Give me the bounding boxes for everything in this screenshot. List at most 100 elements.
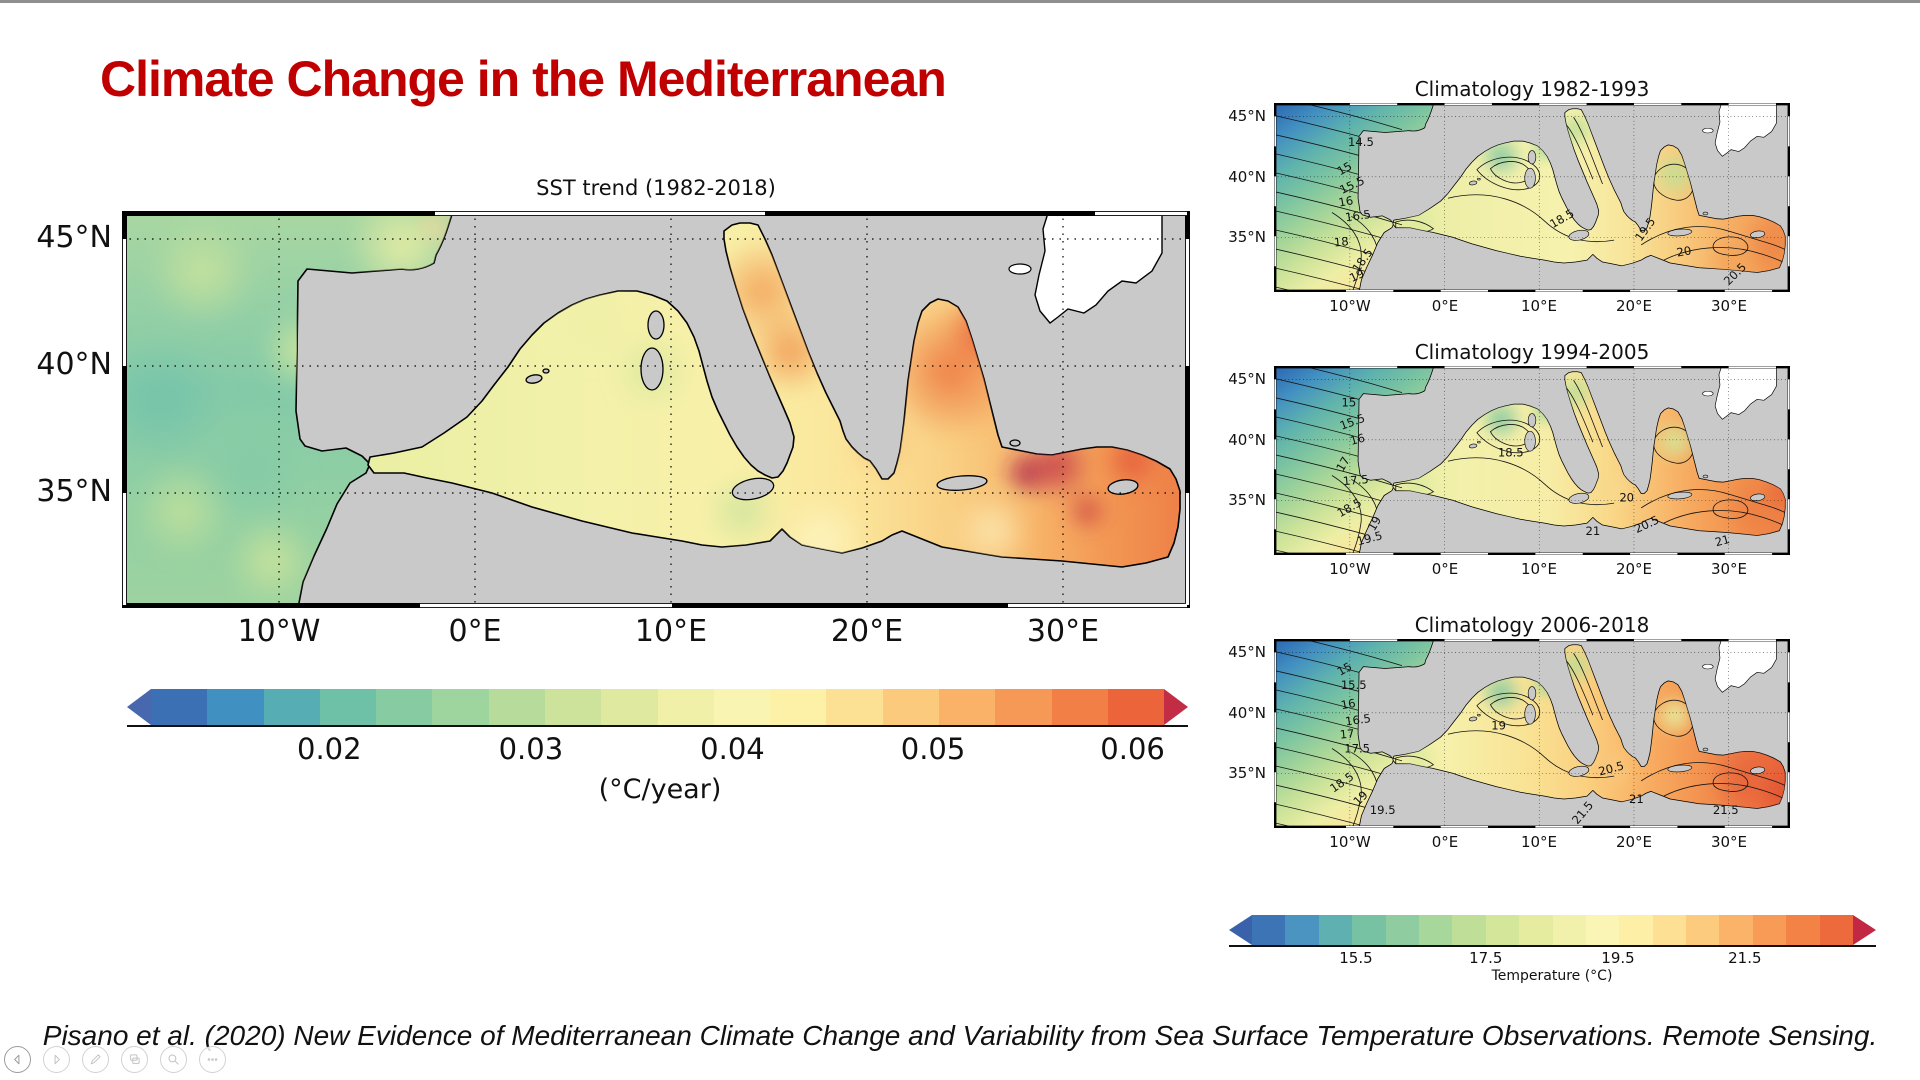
island [1702, 211, 1709, 216]
main-map-title: SST trend (1982-2018) [536, 176, 776, 200]
colorbar-left-arrow [127, 689, 151, 725]
island [1468, 443, 1478, 449]
colorbar-segment [1619, 915, 1653, 946]
colorbar-tick: 0.02 [296, 732, 362, 766]
climatology-map-title: Climatology 1994-2005 [1414, 340, 1650, 364]
island [1527, 686, 1537, 701]
colorbar-left-arrow [1229, 915, 1252, 945]
colorbar-segment [1585, 915, 1620, 946]
contour-label: 19.5 [1370, 803, 1396, 817]
island [731, 477, 775, 501]
colorbar-segment [488, 689, 545, 726]
island [1750, 493, 1766, 502]
contour-label: 21.5 [1713, 803, 1739, 817]
climatology-map-title: Climatology 2006-2018 [1414, 613, 1650, 637]
colorbar-tick: 21.5 [1728, 949, 1762, 967]
contour-label: 21 [1586, 524, 1601, 538]
colorbar-segment [1318, 915, 1353, 946]
colorbar-segment [770, 689, 827, 726]
island [640, 347, 664, 391]
lat-label: 45°N [1228, 107, 1266, 125]
contour-label: 15 [1342, 396, 1357, 410]
island [1702, 747, 1709, 752]
climatology-map: 14.5 15 15.5 16 16.5 18 18.5 19 18.5 19.5 20 20.5 [1274, 103, 1790, 292]
lon-label: 10°W [1329, 560, 1371, 578]
graticule [1274, 103, 1790, 292]
colorbar-axis-line [127, 725, 1188, 727]
colorbar-segment [1485, 915, 1520, 946]
graticule [1274, 639, 1790, 828]
colorbar-axis-line [1229, 945, 1876, 947]
colorbar-segment [1352, 915, 1386, 946]
lon-label: 10°W [1329, 833, 1371, 851]
colorbar-segment [713, 689, 771, 726]
colorbar-segment [601, 689, 658, 726]
island [1568, 765, 1590, 777]
lat-label: 45°N [1228, 370, 1266, 388]
contour-label: 18 [1333, 234, 1349, 249]
colorbar-segment [1786, 915, 1820, 946]
contour-lines [1274, 366, 1786, 555]
no-data-region [1702, 127, 1714, 134]
colorbar-segment [826, 689, 883, 726]
island [1750, 766, 1766, 775]
lon-label: 20°E [1615, 560, 1653, 578]
contour-label: 15.5 [1341, 678, 1367, 692]
colorbar-segment [1552, 915, 1586, 946]
colorbar-tick: 0.03 [498, 732, 564, 766]
colorbar-right-arrow [1853, 915, 1876, 945]
no-data-region [1008, 263, 1032, 275]
more-options-button[interactable] [199, 1046, 226, 1073]
island [542, 368, 550, 374]
colorbar-segment [1051, 689, 1108, 726]
lon-label: 10°W [237, 614, 321, 649]
colorbar-segment [1452, 915, 1486, 946]
colorbar-segment [938, 689, 996, 726]
lon-label: 30°E [1710, 560, 1748, 578]
colorbar-segment [1107, 689, 1165, 726]
lon-label: 20°E [1615, 833, 1653, 851]
colorbar-right-arrow [1164, 689, 1188, 725]
lat-label: 45°N [1228, 643, 1266, 661]
contour-label: 18.5 [1498, 446, 1524, 460]
colorbar-segment [1719, 915, 1753, 946]
contour-label: 21 [1629, 792, 1644, 806]
climatology-map: 15 15.5 16 17 17.5 18.5 19 19.5 18.5 20 20.5 21 21 [1274, 366, 1790, 555]
lon-label: 0°E [448, 614, 502, 649]
island [1527, 150, 1537, 165]
temperature-colorbar-label: Temperature (°C) [1491, 968, 1613, 984]
atlantic-sea [1274, 366, 1435, 555]
colorbar-segment [1418, 915, 1453, 946]
map-canvas [122, 211, 1190, 608]
next-slide-icon [54, 1054, 60, 1065]
previous-slide-button[interactable] [4, 1046, 31, 1073]
pen-button[interactable] [82, 1046, 109, 1073]
slide-navigator-button[interactable] [121, 1046, 148, 1073]
colorbar-segment [319, 689, 377, 726]
island [1009, 439, 1021, 447]
island [1524, 430, 1536, 452]
no-data-region [1714, 103, 1777, 157]
colorbar-segment [1385, 915, 1419, 946]
no-data-region [1702, 390, 1714, 397]
contour-label: 19 [1347, 266, 1366, 285]
colorbar-tick: 17.5 [1469, 949, 1503, 967]
colorbar-segment [657, 689, 714, 726]
map-frame-dashes [1274, 639, 1790, 828]
contour-label: 19.5 [1355, 528, 1384, 548]
lat-label: 40°N [1228, 704, 1266, 722]
lon-label: 0°E [1431, 560, 1459, 578]
zoom-button[interactable] [160, 1046, 187, 1073]
lon-label: 10°E [1520, 833, 1558, 851]
next-slide-button[interactable] [43, 1046, 70, 1073]
colorbar-segment [263, 689, 320, 726]
colorbar-segment [1519, 915, 1553, 946]
island [647, 310, 665, 340]
colorbar-segment [1652, 915, 1687, 946]
lon-label: 0°E [1431, 833, 1459, 851]
island [1667, 228, 1693, 237]
contour-label: 16 [1349, 431, 1367, 448]
island [1477, 177, 1481, 181]
island [1527, 413, 1537, 428]
lon-label: 0°E [1431, 297, 1459, 315]
